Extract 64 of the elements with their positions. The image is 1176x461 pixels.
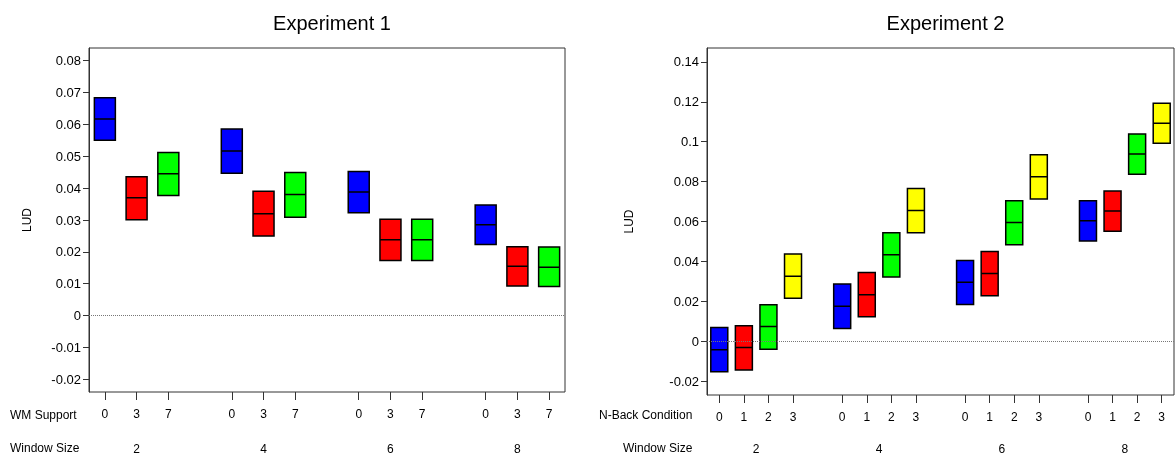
x-tick-label: 1 [986,410,994,424]
x-tick-label: 3 [387,407,395,421]
x-tick-label: 0 [482,407,490,421]
y-tick-label: 0.07 [55,85,81,101]
y-tick-label: 0.03 [55,212,81,228]
x-tick-label: 0 [1084,410,1092,424]
y-axis-title: LUD [622,209,636,234]
x-tick-label: 7 [545,407,553,421]
text: 4 [260,442,268,456]
x-tick-label: 3 [912,410,920,424]
y-tick-label: 0 [691,333,699,349]
x-tick-label: 2 [888,410,895,424]
x-tick-label: 2 [1010,410,1018,424]
x-tick-label: 3 [789,410,797,424]
text: Window Size [623,441,693,455]
y-tick-label: -0.02 [51,371,81,387]
y-tick-label: 0.08 [55,53,81,69]
x-tick-label: 2 [765,410,773,424]
x-tick-label: 0 [228,407,236,421]
chart-title: Experiment 1 [273,12,391,34]
x-tick-label: 1 [1109,410,1117,424]
y-tick-label: 0.08 [673,174,699,190]
x-tick-label: 3 [1035,410,1043,424]
y-tick-label: 0.1 [680,134,699,150]
x-tick-label: 7 [418,407,426,421]
text: 6 [998,442,1006,456]
x-tick-label: 7 [291,407,299,421]
x-tick-label: 0 [715,410,723,424]
x-tick-label: 3 [260,407,268,421]
y-tick-label: 0.06 [55,116,81,132]
x-tick-label: 2 [1133,410,1141,424]
y-tick-label: 0 [73,308,81,324]
text: 8 [1121,442,1129,456]
x-tick-label: 0 [355,407,363,421]
x-tick-label: 3 [514,407,522,421]
y-axis-title: LUD [20,207,34,233]
y-tick-label: 0.02 [673,293,699,309]
y-tick-label: 0.06 [673,214,699,229]
text: 2 [752,442,760,456]
y-tick-label: 0.04 [55,180,81,196]
y-tick-label: -0.01 [51,339,81,355]
x-tick-label: 0 [838,410,846,424]
text: Window Size [10,441,80,455]
y-tick-label: 0.04 [673,253,699,269]
y-tick-label: 0.12 [673,94,699,110]
x-tick-label: 0 [101,407,109,421]
x-axis-title: WM Support [10,408,78,422]
text: 4 [875,442,883,456]
text: 6 [387,442,395,456]
x-tick-label: 1 [740,410,748,424]
y-tick-label: 0.02 [55,244,81,260]
y-tick-label: -0.02 [669,373,699,389]
x-tick-label: 0 [961,410,969,424]
x-tick-label: 3 [133,407,141,421]
y-tick-label: 0.05 [55,148,81,164]
chart-title: Experiment 2 [886,12,1005,34]
x-tick-label: 1 [863,410,871,424]
y-tick-label: 0.14 [673,54,699,70]
x-axis-title: N-Back Condition [599,408,693,422]
text: 2 [133,442,141,456]
x-tick-label: 3 [1158,410,1166,424]
text: 8 [514,442,522,456]
y-tick-label: 0.01 [55,276,81,292]
x-tick-label: 7 [164,407,172,421]
